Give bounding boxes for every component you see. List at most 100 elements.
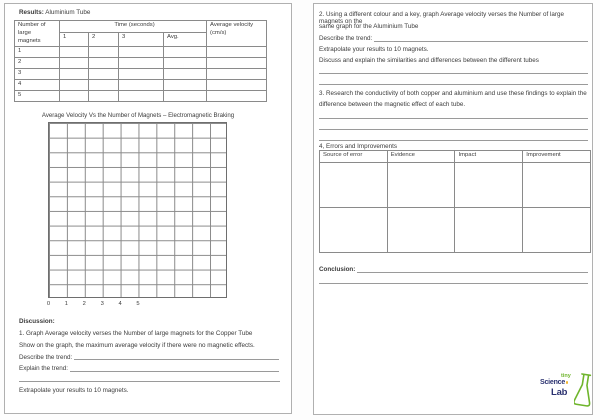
answer-line [374, 35, 588, 42]
empty-cell [454, 162, 524, 208]
answer-line [319, 275, 588, 284]
answer-line [319, 132, 588, 141]
empty-cell [522, 162, 591, 208]
errors-heading: 4, Errors and Improvements [319, 143, 398, 150]
table-row: 5 [14, 89, 267, 102]
chart-title: Average Velocity Vs the Number of Magnet… [41, 112, 235, 119]
results-subheader-3: 3 [118, 32, 164, 47]
explain-trend-label: Explain the trend: [19, 365, 69, 373]
results-value: Aluminium Tube [43, 9, 91, 16]
conclusion-label: Conclusion: [319, 266, 356, 274]
brand-logo: tiny Science Lab [540, 372, 594, 412]
empty-cell [59, 56, 89, 69]
brand-dot [565, 381, 569, 384]
results-col-magnets-header: Number of large magnets [14, 20, 60, 47]
empty-cell [206, 45, 267, 58]
answer-line [74, 353, 279, 360]
discussion-q1-line1: 1. Graph Average velocity verses the Num… [19, 330, 253, 337]
results-label: Results: [19, 9, 44, 16]
answer-line [19, 373, 280, 382]
extrapolate-text: Extrapolate your results to 10 magnets. [319, 45, 429, 53]
errors-table: Source of error Evidence Impact Improvem… [319, 150, 591, 253]
results-time-group-header: Time (seconds) [59, 19, 207, 34]
empty-cell [88, 89, 119, 102]
x-tick-3: 3 [100, 301, 104, 307]
table-row: 4 [14, 78, 267, 91]
graphing-grid [48, 122, 227, 298]
results-subheader-avg: Avg. [163, 32, 207, 47]
answer-line [70, 365, 279, 372]
empty-cell [522, 207, 591, 253]
empty-cell [206, 89, 267, 102]
results-subheader-1: 1 [59, 32, 89, 47]
discussion-q1-line2: Show on the graph, the maximum average v… [19, 341, 255, 349]
x-tick-2: 2 [82, 301, 86, 307]
empty-cell [163, 56, 207, 69]
table-row [319, 162, 591, 208]
answer-line [319, 65, 588, 74]
empty-cell [118, 56, 164, 69]
answer-line [319, 110, 588, 119]
results-heading: Results: Aluminium Tube [19, 9, 90, 16]
empty-cell [118, 67, 164, 80]
errors-header-improvement: Improvement [522, 150, 591, 163]
empty-cell [59, 67, 89, 80]
brand-word-science: Science [540, 379, 569, 386]
empty-cell [206, 78, 267, 91]
empty-cell [118, 78, 164, 91]
row-label: 4 [14, 78, 60, 91]
empty-cell [386, 162, 456, 208]
table-row [319, 207, 591, 253]
answer-line [357, 266, 588, 273]
empty-cell [163, 67, 207, 80]
answer-line [319, 121, 588, 130]
q2-line2: same graph for the Aluminium Tube [319, 23, 419, 30]
errors-header-evidence: Evidence [386, 150, 456, 163]
results-table: Number of large magnets Time (seconds) A… [14, 19, 267, 102]
brand-word-tiny: tiny [561, 373, 571, 379]
results-subheader-2: 2 [88, 32, 119, 47]
empty-cell [88, 45, 119, 58]
worksheet-page-2: 2. Using a different colour and a key, g… [313, 3, 593, 415]
x-tick-4: 4 [118, 301, 122, 307]
table-row: 1 [14, 45, 267, 58]
empty-cell [206, 67, 267, 80]
errors-header-impact: Impact [454, 150, 524, 163]
discussion-heading: Discussion: [19, 318, 55, 325]
empty-cell [454, 207, 524, 253]
q3-line1: 3. Research the conductivity of both cop… [319, 89, 587, 97]
empty-cell [206, 56, 267, 69]
explain-trend-field: Explain the trend: [19, 365, 279, 373]
conclusion-field: Conclusion: [319, 266, 588, 274]
table-row: 2 [14, 56, 267, 69]
errors-header-source: Source of error [319, 150, 388, 163]
empty-cell [163, 78, 207, 91]
results-col-velocity-header: Average velocity (cm/s) [206, 20, 267, 47]
row-label: 2 [14, 56, 60, 69]
empty-cell [59, 45, 89, 58]
empty-cell [59, 89, 89, 102]
brand-word-lab: Lab [551, 387, 568, 398]
empty-cell [118, 45, 164, 58]
describe-trend-label: Describe the trend: [319, 35, 373, 43]
empty-cell [88, 78, 119, 91]
x-tick-5: 5 [136, 301, 140, 307]
extrapolate-text: Extrapolate your results to 10 magnets. [19, 386, 129, 394]
discuss-text: Discuss and explain the similarities and… [319, 56, 539, 64]
empty-cell [59, 78, 89, 91]
describe-trend-label: Describe the trend: [19, 353, 73, 361]
row-label: 1 [14, 45, 60, 58]
table-row: 3 [14, 67, 267, 80]
q3-line2: difference between the magnetic effect o… [319, 100, 466, 108]
row-label: 3 [14, 67, 60, 80]
empty-cell [163, 45, 207, 58]
q2-line1: 2. Using a different colour and a key, g… [319, 11, 565, 26]
empty-cell [88, 56, 119, 69]
worksheet-page-1: Results: Aluminium Tube Number of large … [4, 3, 292, 414]
x-tick-0: 0 [46, 301, 51, 307]
empty-cell [118, 89, 164, 102]
describe-trend-field: Describe the trend: [19, 353, 279, 361]
empty-cell [163, 89, 207, 102]
x-tick-1: 1 [64, 301, 68, 307]
erlenmeyer-flask-icon [574, 373, 592, 407]
